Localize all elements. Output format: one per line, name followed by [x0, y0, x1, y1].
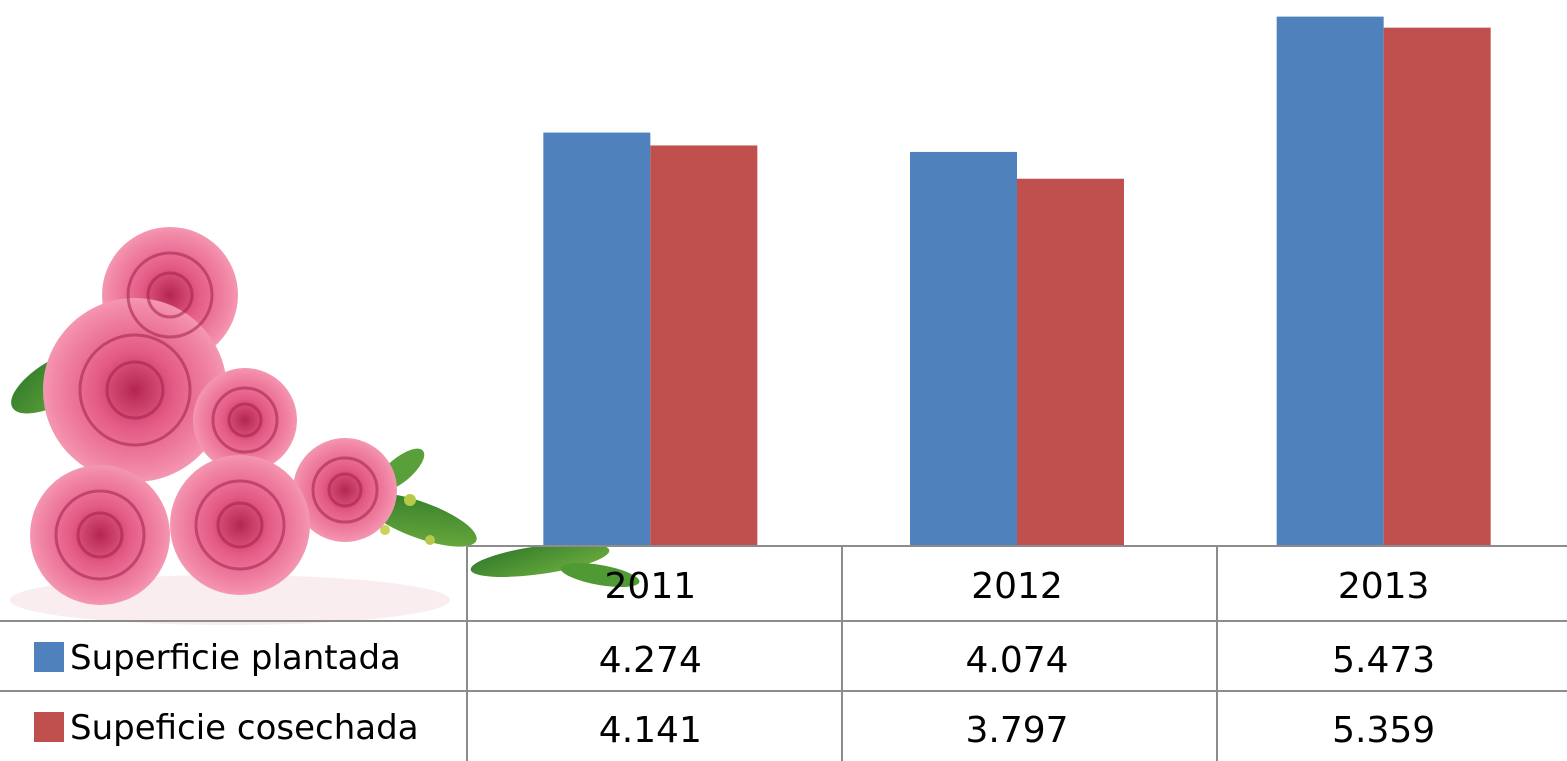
- table-cell-cosechada-2012: 3.797: [965, 710, 1068, 751]
- table-header-2012: 2012: [971, 566, 1063, 607]
- legend-label-plantada: Superficie plantada: [70, 638, 401, 678]
- bar-plantada-2012: [910, 151, 1017, 546]
- table-cell-cosechada-2013: 5.359: [1332, 710, 1435, 751]
- table-cell-cosechada-2011: 4.141: [599, 710, 702, 751]
- table-header-2013: 2013: [1338, 566, 1430, 607]
- roses-illustration: [10, 227, 640, 625]
- data-table: 2011 4.274 4.141 2012 4.074 3.797 2013 5.473 5.3…: [0, 545, 1567, 761]
- legend-label-cosechada: Supeficie cosechada: [70, 708, 419, 748]
- bar-cosechada-2012: [1017, 178, 1124, 546]
- bar-plantada-2011: [543, 132, 651, 546]
- table-cell-plantada-2012: 4.074: [965, 640, 1068, 681]
- bar-cosechada-2011: [650, 145, 758, 546]
- bar-plantada-2013: [1276, 16, 1384, 547]
- table-cell-plantada-2013: 5.473: [1332, 640, 1435, 681]
- legend-swatch-plantada: [34, 642, 64, 672]
- table-cell-plantada-2011: 4.274: [599, 640, 702, 681]
- legend-swatch-cosechada: [34, 712, 64, 742]
- bar-group: [543, 16, 1491, 547]
- bar-cosechada-2013: [1383, 27, 1491, 546]
- table-header-2011: 2011: [605, 566, 697, 607]
